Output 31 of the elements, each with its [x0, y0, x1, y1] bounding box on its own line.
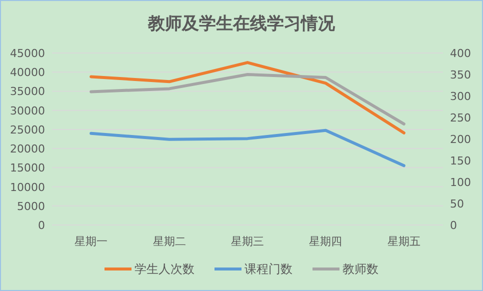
y2-tick-label: 400 [450, 47, 471, 60]
y-tick-label: 0 [38, 219, 45, 232]
legend-label: 学生人次数 [134, 262, 194, 276]
y-tick-label: 20000 [10, 142, 45, 156]
y-tick-label: 30000 [10, 104, 45, 118]
y2-tick-label: 300 [450, 90, 471, 103]
x-tick-label: 星期五 [387, 235, 420, 248]
y-tick-label: 40000 [10, 66, 45, 80]
line-series [90, 128, 406, 168]
y-tick-label: 35000 [10, 85, 45, 98]
line-series [90, 73, 406, 126]
y-tick-label: 25000 [10, 123, 45, 136]
legend-label: 教师数 [342, 262, 378, 276]
y-tick-label: 10000 [10, 180, 45, 194]
chart-title: 教师及学生在线学习情况 [147, 14, 336, 34]
x-tick-label: 星期二 [152, 235, 186, 248]
y2-tick-label: 50 [450, 198, 464, 210]
y2-tick-label: 200 [450, 133, 471, 146]
y2-tick-label: 0 [450, 219, 457, 232]
y2-tick-label: 250 [450, 112, 471, 124]
x-tick-label: 星期四 [309, 235, 342, 248]
y-tick-label: 15000 [10, 162, 45, 175]
y2-tick-label: 350 [450, 68, 471, 82]
x-tick-label: 星期一 [74, 235, 108, 248]
line-series [90, 61, 406, 134]
y-tick-label: 45000 [10, 47, 45, 60]
y-tick-label: 5000 [17, 200, 45, 213]
y2-tick-label: 100 [450, 176, 471, 189]
x-tick-label: 星期三 [231, 235, 264, 248]
legend-label: 课程门数 [244, 262, 292, 276]
y2-tick-label: 150 [450, 154, 471, 168]
